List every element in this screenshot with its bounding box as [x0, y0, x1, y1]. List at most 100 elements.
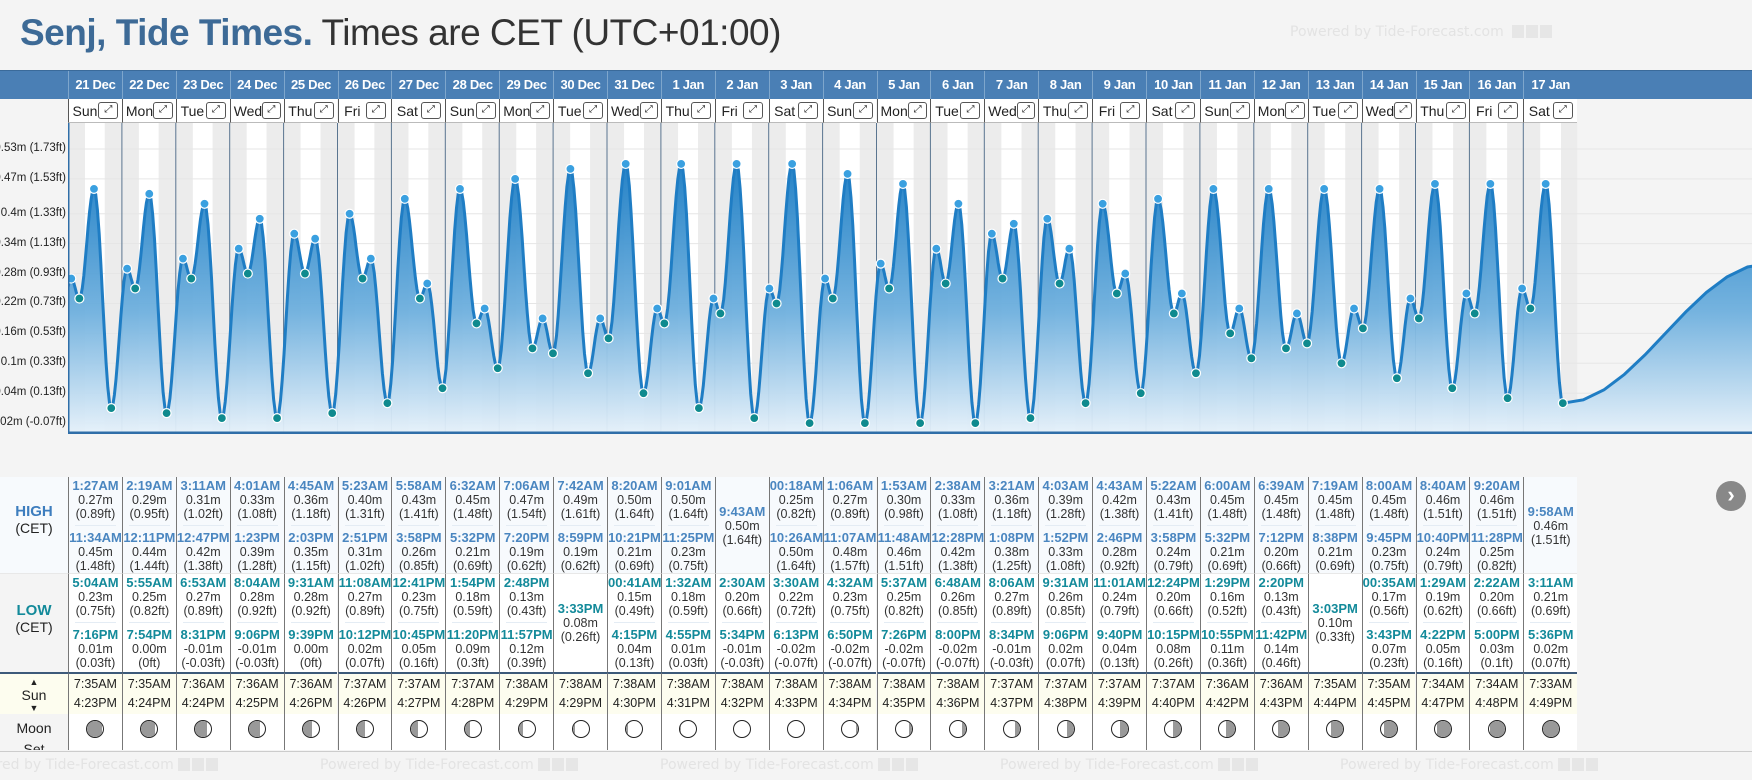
expand-day-button[interactable]: ⤢ — [153, 102, 173, 119]
powered-by-link[interactable]: Powered by Tide-Forecast.com — [660, 757, 920, 775]
tide-height-m: 0.43m — [1156, 493, 1191, 507]
tide-event: 7:20PM 0.19m (0.62ft) — [500, 529, 553, 574]
expand-day-button[interactable]: ⤢ — [1230, 102, 1251, 119]
tide-event: 6:13PM -0.02m (-0.07ft) — [770, 626, 823, 671]
expand-day-button[interactable]: ⤢ — [743, 102, 764, 119]
high-tide-point — [1540, 178, 1551, 189]
expand-day-button[interactable]: ⤢ — [1016, 102, 1036, 119]
expand-day-button[interactable]: ⤢ — [420, 102, 441, 119]
expand-day-button[interactable]: ⤢ — [1394, 102, 1413, 119]
divider — [937, 525, 979, 526]
expand-day-button[interactable]: ⤢ — [583, 102, 604, 119]
moon-phase-icon — [140, 720, 159, 738]
expand-day-button[interactable]: ⤢ — [1552, 102, 1573, 119]
tide-height-m: 0.45m — [78, 545, 113, 559]
expand-day-button[interactable]: ⤢ — [475, 102, 496, 119]
next-page-button[interactable]: › — [1716, 481, 1746, 511]
tide-height-m: 0.00m — [293, 642, 329, 656]
expand-day-button[interactable]: ⤢ — [313, 102, 334, 119]
divider — [1045, 525, 1087, 526]
tide-time: 9:01AM — [665, 478, 712, 493]
moon-cell: 7:01AM3:07PM — [714, 714, 769, 750]
expand-day-button[interactable]: ⤢ — [960, 102, 981, 119]
tide-height-ft: (0.72ft) — [776, 604, 816, 618]
tide-height-ft: (0.92ft) — [291, 604, 331, 618]
expand-icon: ⤢ — [1074, 104, 1083, 115]
expand-day-button[interactable]: ⤢ — [1445, 102, 1466, 119]
sunset-time: 4:40PM — [1151, 696, 1195, 710]
tide-height-ft: (1.64ft) — [614, 507, 655, 521]
expand-day-button[interactable]: ⤢ — [907, 102, 928, 119]
powered-by-link[interactable]: Powered by Tide-Forecast.com — [320, 757, 580, 775]
expand-day-button[interactable]: ⤢ — [639, 102, 658, 119]
tide-time: 6:32AM — [449, 478, 496, 493]
powered-by-link[interactable]: Powered by Tide-Forecast.com — [0, 757, 220, 775]
expand-day-button[interactable]: ⤢ — [365, 102, 386, 119]
tide-height-ft: (0.16ft) — [1423, 656, 1463, 670]
low-row-label: LOW (CET) — [0, 574, 68, 672]
high-tide-cell: 7:06AM 0.47m (1.54ft) 7:20PM 0.19m (0.62ft) — [499, 477, 554, 574]
date-header-20: 10 Jan — [1146, 71, 1200, 100]
tide-time: 1:27AM — [72, 478, 119, 493]
weekday-cell: Sun ⤢ — [822, 99, 877, 123]
expand-day-button[interactable]: ⤢ — [691, 102, 712, 119]
high-tide-point — [310, 233, 321, 244]
expand-day-button[interactable]: ⤢ — [205, 102, 226, 119]
tide-height-m: 0.36m — [293, 493, 329, 507]
tide-event: 1:23PM 0.39m (1.28ft) — [231, 529, 284, 574]
expand-day-button[interactable]: ⤢ — [1337, 102, 1358, 119]
tide-event: 1:29PM 0.16m (0.52ft) — [1201, 574, 1254, 619]
tide-time: 6:53AM — [180, 575, 227, 590]
sunrise-time: 7:35AM — [1313, 677, 1357, 691]
powered-by-link[interactable]: Powered by Tide-Forecast.com — [1340, 757, 1600, 775]
expand-day-button[interactable]: ⤢ — [798, 102, 819, 119]
expand-day-button[interactable]: ⤢ — [1068, 102, 1089, 119]
divider — [290, 622, 332, 623]
tide-height-m: 0.45m — [1263, 493, 1299, 507]
high-tide-point — [620, 158, 631, 170]
divider — [398, 525, 440, 526]
sunset-time: 4:25PM — [235, 696, 279, 710]
low-tide-point — [940, 278, 951, 289]
tide-height-m: 0.17m — [1371, 590, 1407, 604]
date-header-3: 24 Dec — [229, 71, 284, 100]
divider — [991, 622, 1033, 623]
sunrise-time: 7:38AM — [828, 677, 872, 691]
high-tide-point — [1263, 183, 1274, 194]
tide-event: 11:08AM 0.27m (0.89ft) — [338, 574, 392, 619]
expand-day-button[interactable]: ⤢ — [1120, 102, 1141, 119]
footer: Powered by Tide-Forecast.com Powered by T… — [0, 751, 1752, 780]
tide-time: 11:08AM — [338, 575, 392, 590]
tide-height-ft: (0.39ft) — [506, 656, 547, 670]
expand-day-button[interactable]: ⤢ — [852, 102, 873, 119]
tide-event: 11:25PM 0.23m (0.75ft) — [662, 529, 715, 574]
divider — [775, 525, 817, 526]
moon-phase-icon — [409, 720, 428, 738]
tide-time: 5:58AM — [395, 478, 442, 493]
tide-time: 6:00AM — [1204, 478, 1251, 493]
expand-icon: ⤢ — [104, 104, 113, 115]
expand-day-button[interactable]: ⤢ — [530, 102, 551, 119]
low-tide-cell: 5:55AM 0.25m (0.82ft) 7:54PM 0.00m (0ft) — [121, 574, 176, 672]
low-tide-point — [471, 318, 482, 329]
expand-day-button[interactable]: ⤢ — [262, 102, 281, 119]
expand-day-button[interactable]: ⤢ — [98, 102, 119, 119]
tide-event: 6:39AM 0.45m (1.48ft) — [1255, 477, 1308, 522]
expand-day-button[interactable]: ⤢ — [1175, 102, 1196, 119]
low-tide-point — [242, 268, 253, 279]
divider — [1206, 622, 1248, 623]
powered-by-text: Powered by Tide-Forecast.com — [1290, 24, 1504, 40]
powered-by-link[interactable]: Powered by Tide-Forecast.com — [1000, 757, 1260, 775]
powered-by-link[interactable]: Powered by Tide-Forecast.com — [1290, 24, 1554, 42]
tide-time: 2:22AM — [1473, 575, 1520, 590]
tide-height-m: 0.42m — [1102, 493, 1137, 507]
divider — [614, 622, 655, 623]
tide-event: 11:20PM 0.09m (0.3ft) — [446, 626, 499, 671]
expand-day-button[interactable]: ⤢ — [1497, 102, 1518, 119]
expand-day-button[interactable]: ⤢ — [1285, 102, 1305, 119]
tide-event: 7:54PM 0.00m (0ft) — [123, 626, 176, 671]
tide-time: 2:38AM — [934, 478, 981, 493]
tide-time: 1:54PM — [449, 575, 496, 590]
tide-height-m: 0.04m — [617, 642, 652, 656]
low-title: LOW — [16, 602, 52, 619]
